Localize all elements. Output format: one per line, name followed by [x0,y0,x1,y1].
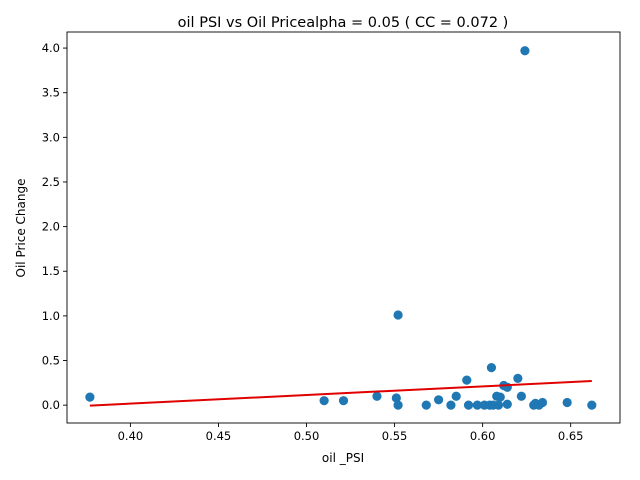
scatter-point-31 [562,397,572,408]
y-tick-label: 1.0 [42,309,60,323]
scatter-point-12 [463,400,474,410]
scatter-point-5 [393,400,403,410]
y-axis-ticks: 0.0 0.5 1.0 1.5 2.0 2.5 3.0 3.5 4.0 [42,41,67,412]
y-tick-label: 2.5 [42,175,60,189]
chart-title: oil PSI vs Oil Pricealpha = 0.05 ( CC = … [178,15,509,31]
x-tick-label: 0.60 [470,429,496,443]
x-axis-label: oil _PSI [322,451,364,465]
points-layer [85,46,597,410]
scatter-point-25 [516,391,526,401]
x-tick-label: 0.40 [118,429,144,443]
axes-layer [66,31,621,424]
scatter-point-30 [537,397,548,408]
scatter-point-9 [446,400,456,410]
scatter-point-16 [486,363,497,373]
regression-line [89,380,592,407]
y-tick-label: 0.5 [42,354,60,368]
y-tick-label: 3.0 [42,130,60,144]
y-tick-label: 4.0 [42,41,60,55]
scatter-point-23 [502,399,512,409]
fit-layer [89,380,592,407]
scatter-point-13 [472,400,482,410]
y-axis-label: Oil Price Change [14,179,28,278]
y-tick-label: 1.5 [42,264,60,278]
scatter-point-0 [85,392,95,402]
scatter-point-3 [372,391,382,401]
scatter-point-19 [493,400,504,410]
y-tick-label: 3.5 [42,86,60,100]
scatter-point-32 [587,400,597,410]
scatter-point-11 [462,375,472,385]
plot-frame [66,31,621,424]
scatter-point-20 [495,392,505,402]
scatter-point-6 [393,310,403,320]
x-tick-label: 0.55 [382,429,408,443]
x-tick-label: 0.45 [206,429,232,443]
y-tick-label: 0.0 [42,398,60,412]
y-tick-label: 2.0 [42,220,60,234]
scatter-point-26 [520,46,530,56]
x-tick-label: 0.50 [294,429,320,443]
scatter-point-7 [421,400,431,410]
scatter-point-10 [451,391,461,401]
x-tick-label: 0.65 [558,429,584,443]
scatter-point-8 [434,395,444,405]
scatter-point-1 [319,396,329,406]
x-axis-ticks: 0.40 0.45 0.50 0.55 0.60 0.65 [118,423,584,443]
scatter-point-24 [513,373,523,383]
scatter-point-2 [338,396,349,406]
scatter-point-4 [391,393,401,403]
